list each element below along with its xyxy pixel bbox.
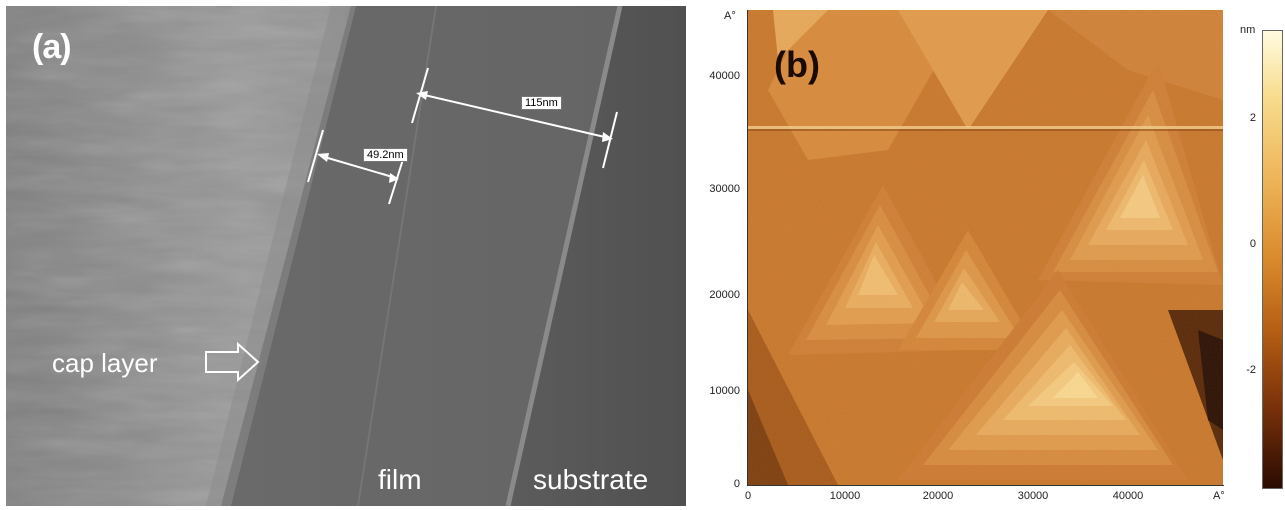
afm-topography-map xyxy=(748,10,1223,485)
y-tick: 10000 xyxy=(709,385,740,397)
panel-a-label: (a) xyxy=(32,28,72,66)
colorbar-tick: 0 xyxy=(1249,238,1256,250)
colorbar-tick: 2 xyxy=(1249,112,1256,124)
film-label: film xyxy=(378,464,422,495)
afm-panel-b: (b) A° 40000 30000 20000 10000 0 0 10000… xyxy=(700,0,1285,510)
x-tick: 20000 xyxy=(922,490,954,502)
cap-layer-arrow xyxy=(205,341,260,383)
y-tick: 30000 xyxy=(709,183,740,195)
x-tick: 30000 xyxy=(1017,490,1049,502)
sem-panel-a: (a) 49.2nm 115nm cap layer film substrat… xyxy=(6,6,686,506)
substrate-region xyxy=(506,6,686,506)
y-tick: 40000 xyxy=(709,70,740,82)
height-colorbar xyxy=(1262,30,1283,489)
measurement-label-49nm: 49.2nm xyxy=(363,148,408,162)
x-tick: 40000 xyxy=(1112,490,1144,502)
measurement-115nm xyxy=(411,67,618,169)
sem-image xyxy=(6,6,686,506)
cap-layer-label: cap layer xyxy=(52,348,158,378)
measurement-label-115nm: 115nm xyxy=(521,96,562,110)
cap-film-edge xyxy=(206,6,356,506)
colorbar-unit: nm xyxy=(1240,24,1256,36)
y-tick: 20000 xyxy=(709,289,740,301)
y-axis-line xyxy=(747,10,748,486)
x-axis-line xyxy=(747,485,1224,486)
substrate-label: substrate xyxy=(533,464,649,495)
panel-b-label: (b) xyxy=(774,44,820,85)
film-interface-line xyxy=(357,6,437,506)
x-axis-unit: A° xyxy=(1213,490,1225,502)
afm-texture xyxy=(748,10,1223,485)
x-tick: 0 xyxy=(744,490,752,502)
substrate-edge xyxy=(505,6,623,506)
x-tick: 10000 xyxy=(829,490,861,502)
y-tick: 0 xyxy=(733,478,740,490)
colorbar-tick: -2 xyxy=(1246,364,1256,376)
y-axis-unit: A° xyxy=(724,10,736,22)
